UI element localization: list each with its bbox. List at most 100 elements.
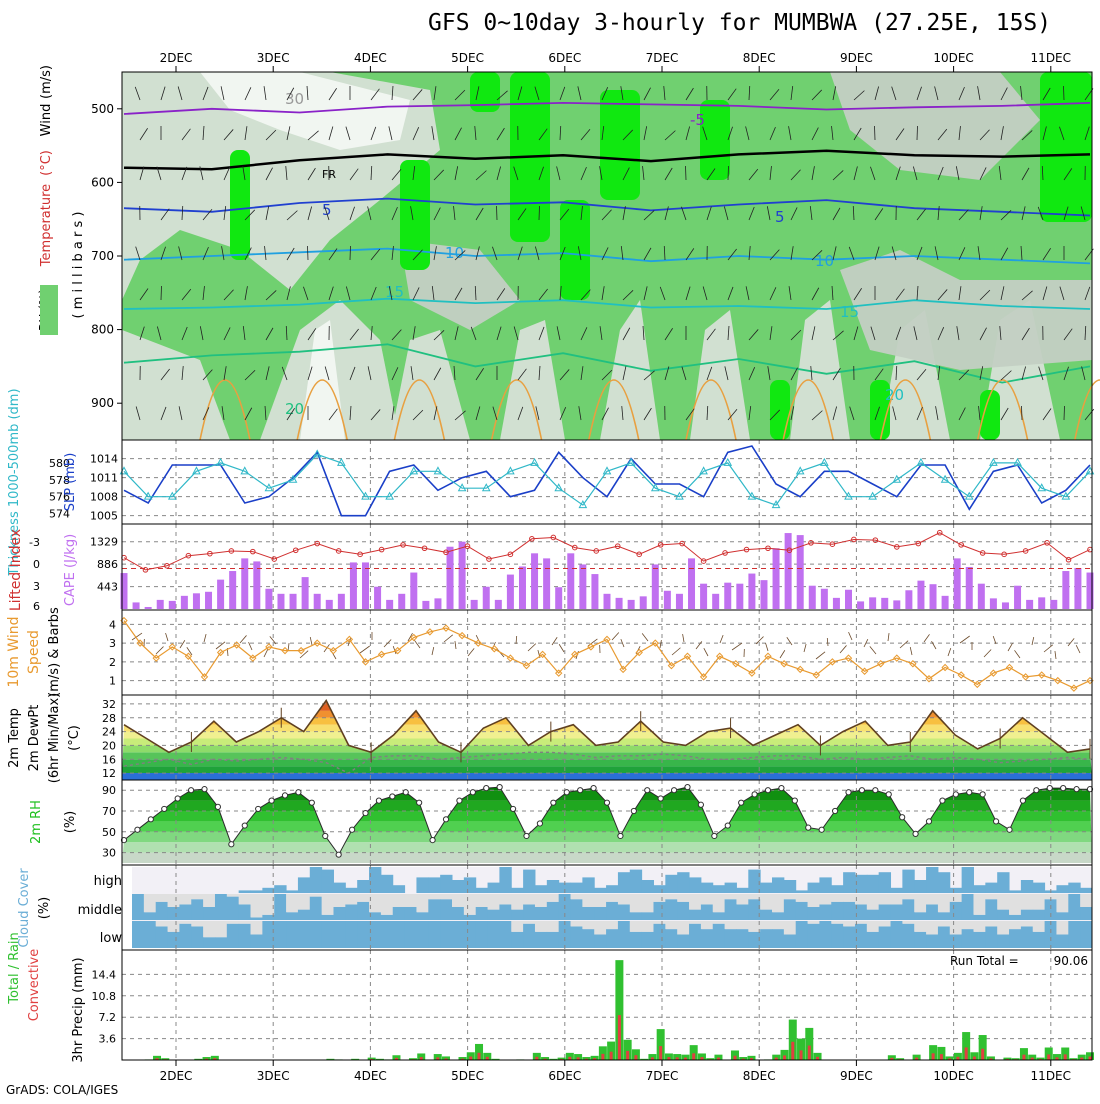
surface-wind-barb bbox=[984, 650, 991, 657]
cloud-bar bbox=[571, 926, 583, 948]
cloud-bar bbox=[985, 883, 997, 893]
cape-tick-label: 1329 bbox=[90, 536, 118, 549]
cloud-clear-bar bbox=[784, 894, 796, 899]
cloud-bar bbox=[962, 894, 974, 920]
cloud-bar bbox=[168, 907, 180, 920]
cloud-bar bbox=[144, 912, 156, 920]
cloud-bar bbox=[772, 929, 784, 948]
cloud-bar bbox=[523, 924, 535, 948]
cloud-bar bbox=[239, 904, 251, 920]
cloud-bar bbox=[535, 885, 547, 893]
cape-bar bbox=[664, 591, 671, 609]
cloud-clear-bar bbox=[464, 894, 476, 915]
precip-convective-bar bbox=[626, 1051, 629, 1060]
surface-wind-barb bbox=[672, 648, 680, 655]
cloud-bar bbox=[132, 894, 144, 920]
thickness-marker bbox=[821, 459, 828, 466]
cloud-bar bbox=[464, 915, 476, 920]
cloud-clear-bar bbox=[298, 894, 310, 910]
cloud-clear-bar bbox=[689, 894, 701, 910]
rh-band bbox=[122, 821, 1092, 831]
rh-marker bbox=[229, 842, 234, 847]
top-date-label: 9DEC bbox=[840, 51, 873, 65]
rh-marker bbox=[645, 788, 650, 793]
rh-marker bbox=[497, 784, 502, 789]
cloud-bar bbox=[239, 890, 251, 893]
precip-convective-bar bbox=[783, 1055, 786, 1060]
cloud-bar bbox=[713, 924, 725, 948]
cloud-bar bbox=[156, 902, 168, 920]
cloud-bar bbox=[452, 921, 464, 948]
cape-bar bbox=[290, 594, 297, 609]
cloud-bar bbox=[938, 912, 950, 920]
cloud-bar bbox=[630, 870, 642, 893]
cloud-clear-bar bbox=[1009, 894, 1021, 915]
cloud-bar bbox=[416, 912, 428, 920]
cloud-clear-bar bbox=[973, 894, 985, 915]
cloud-bar bbox=[428, 899, 440, 920]
cloud-bar bbox=[547, 902, 559, 920]
cape-bar bbox=[869, 597, 876, 609]
cape-bar bbox=[990, 598, 997, 609]
temp-tick-label: 16 bbox=[102, 753, 116, 766]
cloud-bar bbox=[736, 888, 748, 893]
precip-tick-label: 10.8 bbox=[92, 990, 117, 1003]
cloud-clear-bar bbox=[191, 894, 203, 899]
cloud-bar bbox=[891, 888, 903, 893]
rh-color-swatch bbox=[40, 285, 58, 335]
cloud-bar bbox=[381, 921, 393, 948]
cloud-bar bbox=[725, 929, 737, 948]
cloud-bar bbox=[962, 929, 974, 948]
precip-convective-bar bbox=[1022, 1055, 1025, 1060]
cape-bar bbox=[748, 574, 755, 609]
cloud-bar bbox=[357, 902, 369, 920]
cloud-clear-bar bbox=[689, 921, 701, 924]
cloud-clear-bar bbox=[760, 894, 772, 910]
surface-wind-barb bbox=[156, 647, 163, 654]
cloud-clear-bar bbox=[902, 894, 914, 899]
precip-convective-bar bbox=[634, 1055, 637, 1060]
surface-wind-barb bbox=[827, 638, 828, 646]
cloud-clear-bar bbox=[985, 894, 997, 899]
cloud-clear-bar bbox=[547, 894, 559, 902]
cloud-bar bbox=[760, 910, 772, 920]
rh-marker bbox=[658, 796, 663, 801]
cape-bar bbox=[881, 598, 888, 609]
cape-bar bbox=[459, 542, 466, 609]
cloud-bar bbox=[938, 872, 950, 893]
precip-convective-bar bbox=[1089, 1057, 1092, 1060]
cape-bar bbox=[241, 558, 248, 609]
cloud-bar bbox=[796, 890, 808, 893]
cloud-bar bbox=[274, 885, 286, 893]
cloud-bar bbox=[867, 910, 879, 920]
rh-marker bbox=[712, 833, 717, 838]
cloud-clear-bar bbox=[547, 921, 559, 932]
cape-bar bbox=[193, 593, 200, 609]
surface-wind-barb bbox=[660, 640, 661, 648]
surface-wind-barb bbox=[240, 635, 247, 643]
cloud-bar bbox=[1033, 910, 1045, 920]
rh-moist-region bbox=[770, 380, 790, 440]
cloud-bar bbox=[843, 902, 855, 920]
cape-bar bbox=[616, 598, 623, 609]
temperature-axis-label: Temperature bbox=[39, 184, 54, 267]
cloud-bar bbox=[997, 872, 1009, 893]
cloud-bar bbox=[428, 877, 440, 893]
rh-marker bbox=[282, 793, 287, 798]
temp-band bbox=[122, 766, 1092, 773]
cloud-clear-bar bbox=[535, 921, 547, 932]
surface-wind-barb bbox=[787, 637, 792, 645]
cloud-bar bbox=[772, 877, 784, 893]
cloud-bar bbox=[843, 872, 855, 893]
cloud-bar bbox=[784, 935, 796, 949]
wind-frame bbox=[122, 610, 1092, 695]
surface-wind-barb bbox=[888, 633, 889, 641]
cloud-bar bbox=[594, 888, 606, 893]
surface-wind-barb bbox=[300, 651, 308, 658]
cloud-bar bbox=[488, 883, 500, 893]
cloud-bar bbox=[879, 926, 891, 948]
surface-wind-barb bbox=[1008, 643, 1012, 651]
top-date-label: 4DEC bbox=[354, 51, 387, 65]
cloud-bar bbox=[594, 935, 606, 949]
